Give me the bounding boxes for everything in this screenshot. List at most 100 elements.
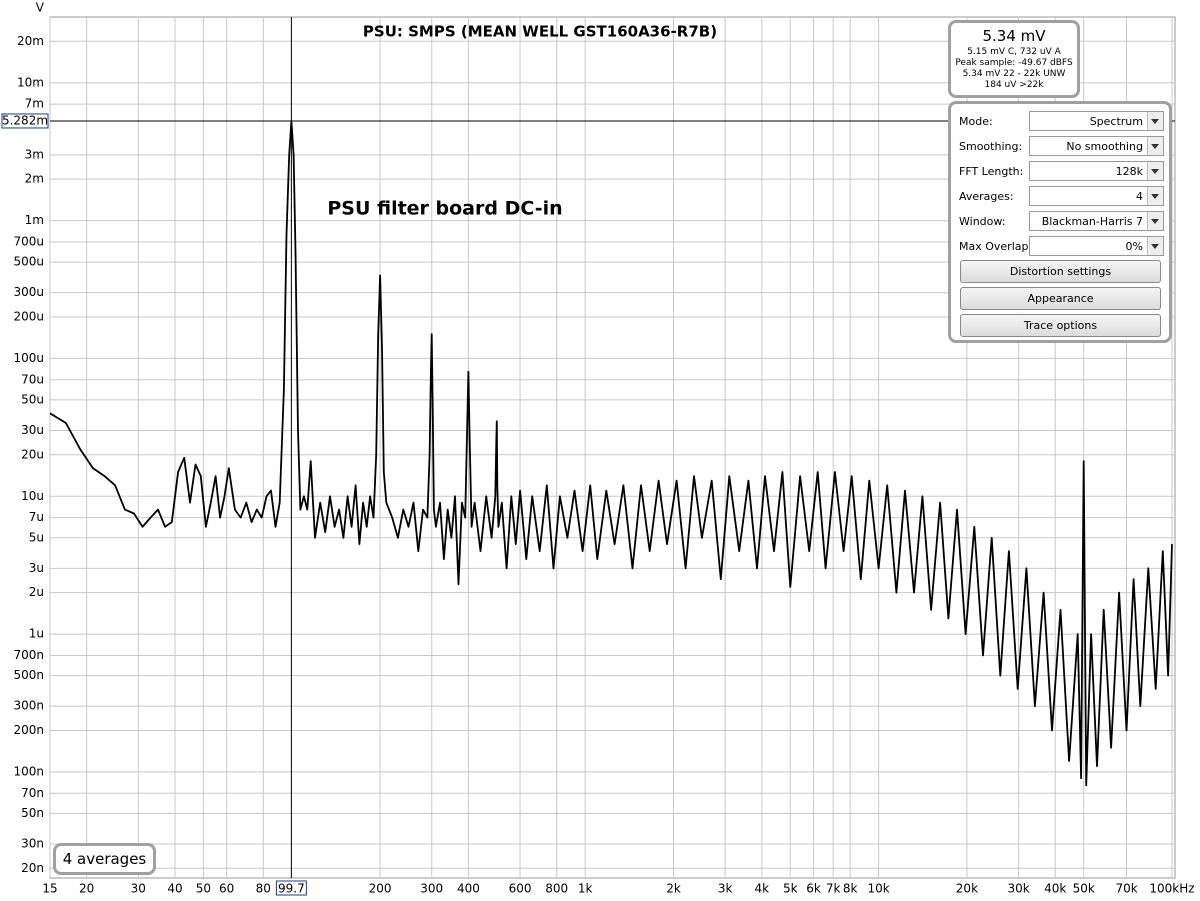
trace [49, 120, 1173, 787]
cursor-y-label: 5.282m [2, 113, 48, 127]
dropdown-value: 128k [1115, 165, 1143, 178]
x-tick-label: 30 [131, 882, 146, 896]
readout-line: Peak sample: -49.67 dBFS [955, 58, 1073, 68]
dropdown-value: 0% [1125, 240, 1143, 253]
annotation: PSU filter board DC-in [327, 198, 562, 220]
x-tick-label: 60 [219, 882, 234, 896]
dropdown-value: 4 [1136, 190, 1143, 203]
button[interactable]: Appearance [960, 287, 1161, 310]
dropdown[interactable]: 128k [1029, 161, 1164, 181]
control-label: Smoothing: [959, 140, 1023, 153]
y-tick-label: 50u [21, 392, 44, 406]
dropdown-value: Spectrum [1089, 115, 1143, 128]
readout-line: 5.15 mV C, 732 uV A [967, 47, 1061, 57]
x-tick-label: 5k [783, 882, 798, 896]
button[interactable]: Distortion settings [960, 260, 1161, 283]
control-row: FFT Length: 128k [959, 161, 1164, 181]
dropdown-arrow[interactable] [1147, 187, 1163, 205]
y-tick-label: 1u [29, 627, 44, 641]
x-tick-label: 20 [79, 882, 94, 896]
y-tick-label: 2m [25, 172, 44, 186]
y-tick-label: 5u [29, 530, 44, 544]
x-tick-label: 800 [545, 882, 568, 896]
readout-line: 184 uV >22k [984, 80, 1044, 90]
chart-title: PSU: SMPS (MEAN WELL GST160A36-R7B) [363, 23, 717, 41]
x-tick-label: 80 [256, 882, 271, 896]
y-tick-label: 1m [25, 213, 44, 227]
control-label: Max Overlap: [959, 240, 1033, 253]
x-tick-label: 400 [457, 882, 480, 896]
x-tick-label: 40k [1044, 882, 1066, 896]
x-tick-label: 15 [42, 882, 57, 896]
x-tick-label: 8k [843, 882, 858, 896]
y-tick-label: 200n [13, 723, 44, 737]
y-tick-label: 20m [17, 34, 44, 48]
x-tick-label: 50 [196, 882, 211, 896]
control-row: Mode: Spectrum [959, 111, 1164, 131]
trace-layer [49, 120, 1173, 787]
x-tick-label: 6k [806, 882, 821, 896]
dropdown-arrow[interactable] [1147, 237, 1163, 255]
y-tick-label: 500n [13, 668, 44, 682]
cursor-y-box [1, 113, 49, 129]
x-tick-label: 600 [509, 882, 532, 896]
x-tick-label: 4k [755, 882, 770, 896]
dropdown-arrow[interactable] [1147, 212, 1163, 230]
y-tick-label: 700u [13, 234, 44, 248]
x-tick-label: 10k [867, 882, 889, 896]
x-tick-label: 200 [369, 882, 392, 896]
y-tick-label: 50n [21, 806, 44, 820]
dropdown[interactable]: 0% [1029, 236, 1164, 256]
y-tick-label: 30n [21, 837, 44, 851]
control-row: Smoothing: No smoothing [959, 136, 1164, 156]
dropdown-arrow[interactable] [1147, 137, 1163, 155]
x-tick-label: 20k [956, 882, 978, 896]
dropdown-arrow[interactable] [1147, 112, 1163, 130]
y-tick-label: 700n [13, 648, 44, 662]
readout-line: 5.34 mV 22 - 22k UNW [962, 69, 1066, 79]
y-unit: V [36, 1, 45, 15]
y-tick-label: 3u [29, 561, 44, 575]
y-tick-label: 100u [13, 351, 44, 365]
dropdown[interactable]: Blackman-Harris 7 [1029, 211, 1164, 231]
y-tick-label: 7m [25, 97, 44, 111]
dropdown[interactable]: Spectrum [1029, 111, 1164, 131]
dropdown[interactable]: No smoothing [1029, 136, 1164, 156]
y-tick-label: 100n [13, 764, 44, 778]
control-label: Mode: [959, 115, 993, 128]
x-tick-label: 40 [167, 882, 182, 896]
x-tick-label: 1k [578, 882, 593, 896]
y-tick-label: 500u [13, 255, 44, 269]
control-row: Window: Blackman-Harris 7 [959, 211, 1164, 231]
dropdown-value: No smoothing [1066, 140, 1143, 153]
control-label: Averages: [959, 190, 1014, 203]
x-tick-label: 2k [666, 882, 681, 896]
control-row: Max Overlap: 0% [959, 236, 1164, 256]
x-tick-label: 70k [1115, 882, 1137, 896]
y-tick-label: 10m [17, 75, 44, 89]
x-tick-label: 50k [1073, 882, 1095, 896]
dropdown[interactable]: 4 [1029, 186, 1164, 206]
control-row: Averages: 4 [959, 186, 1164, 206]
dropdown-arrow[interactable] [1147, 162, 1163, 180]
y-tick-label: 2u [29, 585, 44, 599]
x-tick-label: 3k [718, 882, 733, 896]
y-tick-label: 30u [21, 423, 44, 437]
y-tick-label: 300n [13, 699, 44, 713]
y-tick-label: 300u [13, 285, 44, 299]
readout: 5.34 mV 5.15 mV C, 732 uV A Peak sample:… [948, 20, 1080, 98]
control-label: Window: [959, 215, 1006, 228]
y-tick-label: 20n [21, 861, 44, 875]
x-tick-label: 7k [826, 882, 841, 896]
y-tick-label: 10u [21, 489, 44, 503]
y-tick-label: 20u [21, 447, 44, 461]
readout-main: 5.34 mV [982, 27, 1046, 45]
cursor-x-label: 99.7 [278, 882, 305, 896]
controls-panel: Mode: Spectrum Smoothing: No smoothing FFT L… [948, 101, 1172, 343]
y-tick-label: 70u [21, 372, 44, 386]
x-tick-label: 30k [1007, 882, 1029, 896]
y-tick-label: 7u [29, 510, 44, 524]
button[interactable]: Trace options [960, 314, 1161, 337]
y-tick-label: 200u [13, 309, 44, 323]
